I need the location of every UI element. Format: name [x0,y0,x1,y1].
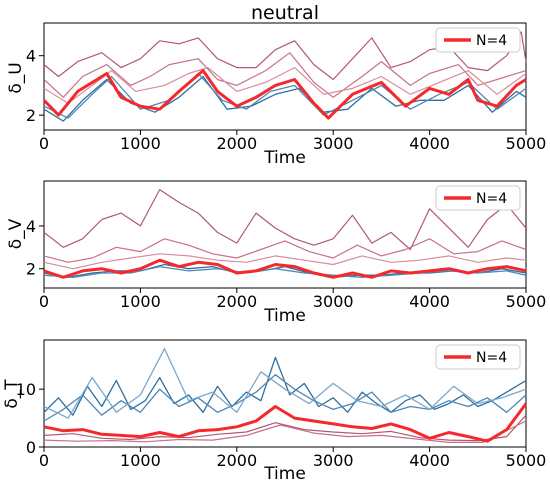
panel-delta-v-red-line-3 [43,253,527,270]
panel-delta-t-blue-line-2 [43,374,527,422]
panel-delta-u-legend-label: N=4 [476,33,507,49]
panel-delta-u-blue-line-2 [43,72,527,119]
panel-delta-t-xtick-label: 3000 [313,451,354,470]
panel-delta-u-xtick-label: 1000 [120,134,161,153]
panel-delta-v-ytick-label: 4 [26,217,36,236]
panel-delta-v: 0 1000 2000 3000 4000 5000 2 4 Time δ_V N=4 [6,180,547,326]
panel-delta-u-red-line-2 [43,52,527,98]
panel-delta-u-xlabel: Time [263,148,306,168]
panel-delta-u-series [42,31,527,122]
panel-delta-v-legend-box [435,185,521,211]
panel-delta-t-xtick-label: 1000 [120,451,161,470]
panel-delta-t-ytick-label: 10 [16,380,36,399]
panel-delta-v-ylabel: δ_V [6,218,26,249]
panel-delta-v-series [43,189,527,279]
panel-delta-u-ytick-label: 4 [26,47,36,66]
panel-delta-u-xtick-label: 0 [39,134,49,153]
panel-delta-v-legend-label: N=4 [476,191,507,207]
panel-delta-t-xtick-label: 5000 [506,451,547,470]
panel-delta-v-ticks: 0 1000 2000 3000 4000 5000 2 4 [26,217,547,311]
panel-delta-t-ticks: 0 1000 2000 3000 4000 5000 0 10 [16,380,547,470]
panel-delta-t-blue-line-3 [43,348,527,419]
panel-delta-v-xtick-label: 1000 [120,292,161,311]
panel-delta-t-red-line-2 [43,420,527,443]
panel-delta-u-xtick-label: 4000 [409,134,450,153]
panel-delta-t-xtick-label: 4000 [409,451,450,470]
panel-delta-t-ytick-label: 0 [26,438,36,457]
panel-delta-u-xtick-label: 3000 [313,134,354,153]
panel-delta-v-xtick-label: 0 [39,292,49,311]
panel-delta-u-legend-box [435,27,521,53]
panel-delta-t-red-line-1 [43,414,527,442]
panel-delta-v-xtick-label: 4000 [409,292,450,311]
panel-delta-v-xtick-label: 2000 [216,292,257,311]
panel-delta-u-ytick-label: 2 [26,106,36,125]
panel-delta-v-red-line-1 [43,189,527,251]
panel-delta-t-ylabel: δ_T [2,379,22,409]
figure-title: neutral [251,2,319,24]
panel-delta-u-xtick-label: 2000 [216,134,257,153]
panel-delta-u-red-line-3 [43,66,527,104]
panel-delta-t-xlabel: Time [263,464,306,483]
panel-delta-t-xtick-label: 0 [39,451,49,470]
panel-delta-u-ylabel: δ_U [6,62,26,93]
panel-delta-t: 0 1000 2000 3000 4000 5000 0 10 Time δ_T N=4 [2,339,547,483]
panel-delta-v-xtick-label: 3000 [313,292,354,311]
panel-delta-u: 0 1000 2000 3000 4000 5000 2 4 Time δ_U N=4 [6,22,547,168]
panel-delta-t-legend: N=4 [435,344,521,370]
panel-delta-u-legend: N=4 [435,27,521,53]
panel-delta-u-xtick-label: 5000 [506,134,547,153]
panel-delta-t-blue-line-1 [43,356,527,416]
panel-delta-t-series [43,348,528,443]
panel-delta-t-highlight-line [43,402,528,443]
panel-delta-t-legend-box [435,344,521,370]
panel-delta-t-xtick-label: 2000 [216,451,257,470]
panel-delta-v-ytick-label: 2 [26,260,36,279]
panel-delta-v-xtick-label: 5000 [506,292,547,311]
panel-delta-t-legend-label: N=4 [476,350,507,366]
panel-delta-v-xlabel: Time [263,306,306,326]
panel-delta-v-red-line-2 [43,238,527,263]
panel-delta-u-red-line-1 [43,31,527,81]
panel-delta-v-highlight-line [43,258,527,279]
panel-delta-v-legend: N=4 [435,185,521,211]
panel-delta-u-ticks: 0 1000 2000 3000 4000 5000 2 4 [26,47,547,153]
panel-delta-u-highlight-line [42,69,527,120]
